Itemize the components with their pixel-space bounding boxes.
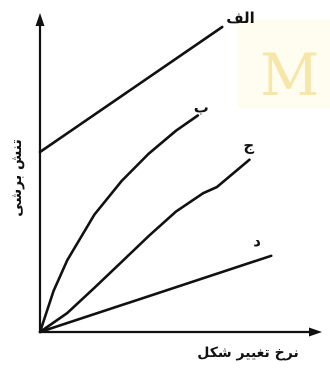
- curve-dal: [38, 254, 273, 334]
- watermark: M: [238, 20, 330, 109]
- x-axis-arrow: [309, 327, 322, 337]
- watermark-background: [238, 20, 330, 108]
- watermark-letter: M: [260, 41, 319, 109]
- y-axis-label: تنش برشی: [9, 139, 25, 217]
- y-axis-arrow: [35, 13, 45, 26]
- plot-area: الف ب ج د: [38, 9, 273, 334]
- x-axis-label: نرخ تغییر شکل: [197, 345, 299, 361]
- curve-label-be: ب: [194, 99, 209, 117]
- curve-alef: [38, 25, 224, 154]
- axes: [35, 13, 322, 337]
- curve-be: [38, 114, 200, 334]
- curve-label-dal: د: [253, 232, 261, 250]
- curve-jim: [38, 158, 251, 334]
- curve-label-alef: الف: [226, 9, 255, 27]
- curve-label-jim: ج: [243, 137, 254, 155]
